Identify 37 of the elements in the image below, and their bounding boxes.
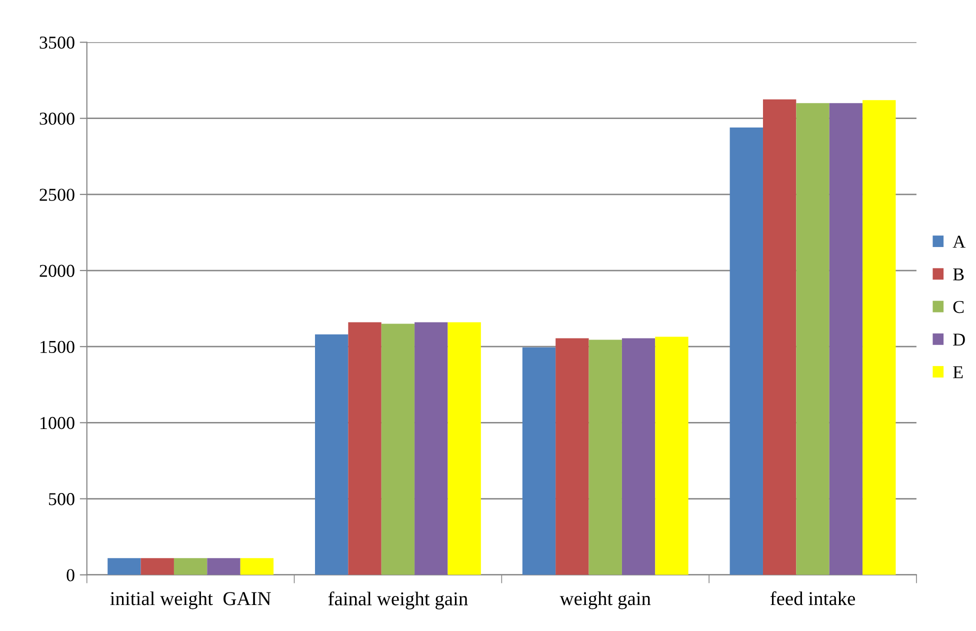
bar <box>588 340 622 575</box>
bar <box>862 100 896 575</box>
x-tick-label: weight gain <box>560 592 651 610</box>
y-tick-label: 2500 <box>40 188 74 201</box>
x-tick-label: initial weight GAIN <box>110 592 271 610</box>
legend-label: E <box>953 366 963 378</box>
bar <box>796 103 830 575</box>
legend-label: D <box>953 334 965 346</box>
bar <box>655 336 688 575</box>
legend-label: B <box>953 268 964 280</box>
bar <box>730 127 763 575</box>
legend-label: A <box>952 236 966 248</box>
legend-label: C <box>953 300 964 314</box>
bar <box>240 558 274 575</box>
bar <box>207 558 240 575</box>
bar <box>522 347 556 575</box>
bar <box>762 99 796 575</box>
x-tick-label: fainal weight gain <box>328 592 468 610</box>
bar <box>348 322 382 575</box>
bar <box>140 558 174 575</box>
bar <box>108 558 141 575</box>
y-tick-label: 0 <box>66 569 74 582</box>
y-tick-label: 3500 <box>40 36 74 49</box>
y-tick-label: 3000 <box>40 112 74 125</box>
y-tick-label: 1500 <box>40 340 74 354</box>
bar <box>315 334 348 575</box>
bar <box>381 324 415 575</box>
bar <box>448 322 481 575</box>
bar <box>414 322 448 575</box>
y-tick-label: 1000 <box>40 416 74 430</box>
bar <box>622 338 656 575</box>
y-tick-label: 500 <box>49 493 74 506</box>
bar <box>174 558 208 575</box>
x-tick-label: feed intake <box>770 591 856 606</box>
y-tick-label: 2000 <box>40 264 74 277</box>
bar <box>829 103 863 575</box>
bar <box>556 338 589 575</box>
